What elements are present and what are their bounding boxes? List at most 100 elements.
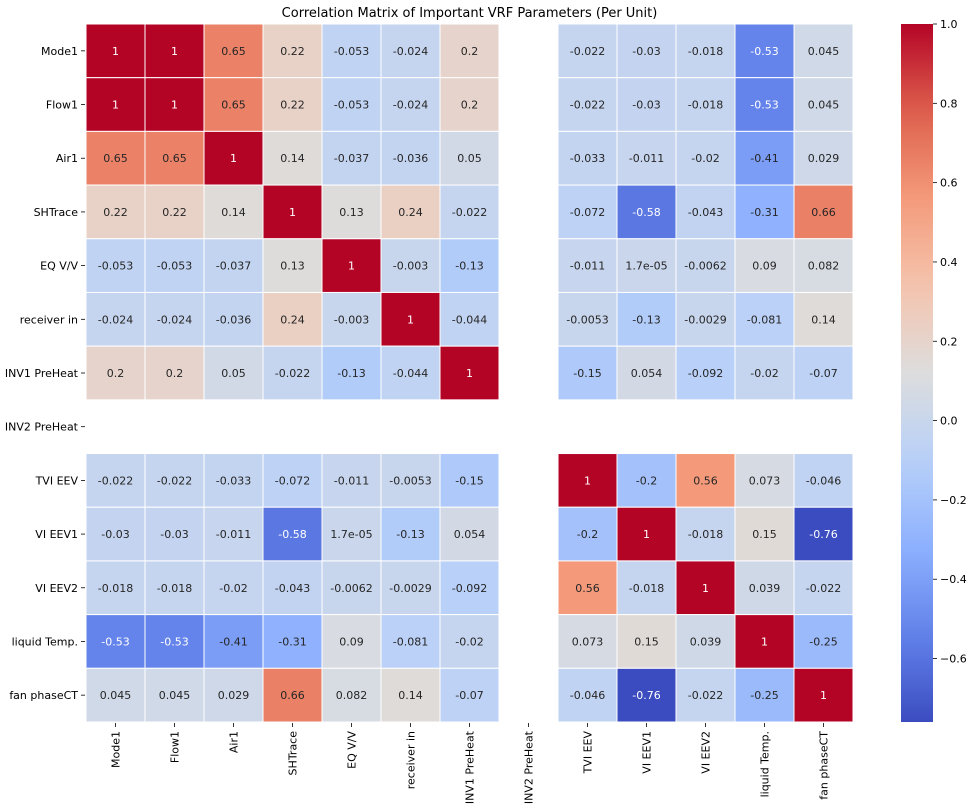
y-tick-label-0: Mode1 xyxy=(41,45,78,58)
heatmap-cell-label-4-4: 1 xyxy=(348,260,355,273)
heatmap-cell-label-5-12: 0.14 xyxy=(811,313,836,326)
heatmap-cell-label-0-4: -0.053 xyxy=(334,45,369,58)
heatmap-cell-label-11-0: -0.53 xyxy=(101,635,129,648)
heatmap-cell-label-12-12: 1 xyxy=(820,689,827,702)
heatmap-cell-label-6-8: -0.15 xyxy=(573,367,601,380)
heatmap-cell-3-5 xyxy=(380,184,441,240)
heatmap-cell-label-3-4: 0.13 xyxy=(339,206,364,219)
y-tick-label-7: INV2 PreHeat xyxy=(5,421,79,434)
heatmap-cell-1-9 xyxy=(616,77,677,132)
heatmap-cell-label-9-9: 1 xyxy=(643,528,650,541)
heatmap-cell-label-3-3: 1 xyxy=(289,206,296,219)
heatmap-cell-label-4-6: -0.13 xyxy=(455,260,483,273)
heatmap-cell-2-6 xyxy=(439,130,500,186)
heatmap-cell-5-0 xyxy=(85,291,146,347)
heatmap-cell-11-8 xyxy=(557,614,618,669)
heatmap-cell-label-10-2: -0.02 xyxy=(219,582,247,595)
y-tick-label-2: Air1 xyxy=(56,152,78,165)
heatmap-cell-label-5-5: 1 xyxy=(407,313,414,326)
heatmap-cell-11-5 xyxy=(380,614,441,669)
heatmap-cell-label-3-1: 0.22 xyxy=(162,206,187,219)
heatmap-cell-label-11-6: -0.02 xyxy=(455,635,483,648)
heatmap-cell-3-9 xyxy=(616,184,677,240)
heatmap-cell-10-4 xyxy=(321,560,382,616)
y-tick-label-1: Flow1 xyxy=(46,99,78,112)
heatmap-cell-6-4 xyxy=(321,345,382,401)
heatmap-cell-label-0-5: -0.024 xyxy=(393,45,428,58)
y-tick-label-12: fan phaseCT xyxy=(9,689,78,702)
heatmap-cell-8-12 xyxy=(793,453,854,508)
heatmap-cell-label-1-0: 1 xyxy=(112,99,119,112)
heatmap-cell-label-0-2: 0.65 xyxy=(221,45,246,58)
heatmap-cell-label-2-6: 0.05 xyxy=(457,152,482,165)
chart-title: Correlation Matrix of Important VRF Para… xyxy=(282,6,658,21)
heatmap-cell-label-1-10: -0.018 xyxy=(688,99,723,112)
heatmap-cell-label-0-10: -0.018 xyxy=(688,45,723,58)
heatmap-cell-label-11-1: -0.53 xyxy=(160,635,188,648)
x-tick-label-12: fan phaseCT xyxy=(818,731,831,800)
heatmap-cell-12-2 xyxy=(203,667,264,723)
heatmap-cell-label-1-4: -0.053 xyxy=(334,99,369,112)
x-tick-label-7: INV2 PreHeat xyxy=(523,730,536,804)
heatmap-cell-10-12 xyxy=(793,560,854,616)
y-tick-label-10: VI EEV2 xyxy=(35,582,78,595)
heatmap-cell-label-10-10: 1 xyxy=(702,582,709,595)
heatmap-cell-5-3 xyxy=(262,291,323,347)
heatmap-cell-1-6 xyxy=(439,77,500,132)
heatmap-cell-label-11-3: -0.31 xyxy=(278,635,306,648)
heatmap-cell-label-3-5: 0.24 xyxy=(398,206,423,219)
heatmap-cell-0-2 xyxy=(203,23,264,79)
heatmap-cell-label-2-11: -0.41 xyxy=(750,152,778,165)
heatmap-cell-label-10-11: 0.039 xyxy=(749,582,781,595)
heatmap-cell-label-0-11: -0.53 xyxy=(750,45,778,58)
heatmap-cell-5-9 xyxy=(616,291,677,347)
x-tick-label-8: TVI EEV xyxy=(582,731,595,775)
heatmap-cell-label-9-5: -0.13 xyxy=(396,528,424,541)
heatmap-cell-11-2 xyxy=(203,614,264,669)
heatmap-cell-label-8-8: 1 xyxy=(584,474,591,487)
heatmap-cell-8-2 xyxy=(203,453,264,508)
heatmap-cell-label-6-5: -0.044 xyxy=(393,367,428,380)
heatmap-cell-3-6 xyxy=(439,184,500,240)
heatmap-cell-label-3-2: 0.14 xyxy=(221,206,246,219)
heatmap-cell-label-1-3: 0.22 xyxy=(280,99,305,112)
heatmap-cell-4-1 xyxy=(144,238,205,293)
heatmap-cell-6-10 xyxy=(675,345,736,401)
heatmap-cell-label-5-0: -0.024 xyxy=(98,313,133,326)
heatmap-cell-12-12 xyxy=(793,667,854,723)
heatmap-cell-label-8-0: -0.022 xyxy=(98,474,133,487)
heatmap-cell-4-0 xyxy=(85,238,146,293)
colorbar-tick-label-2: 0.6 xyxy=(940,177,958,190)
y-tick-label-9: VI EEV1 xyxy=(35,528,78,541)
heatmap-cell-label-5-11: -0.081 xyxy=(747,313,782,326)
heatmap-cell-label-8-2: -0.033 xyxy=(216,474,251,487)
y-tick-label-11: liquid Temp. xyxy=(12,635,78,648)
heatmap-cell-label-2-3: 0.14 xyxy=(280,152,305,165)
heatmap-cell-label-2-1: 0.65 xyxy=(162,152,187,165)
heatmap-cell-label-11-5: -0.081 xyxy=(393,635,428,648)
x-tick-label-9: VI EEV1 xyxy=(641,731,654,774)
heatmap-cell-label-5-8: -0.0053 xyxy=(566,313,608,326)
x-tick-label-4: EQ V/V xyxy=(346,731,359,769)
heatmap-cell-label-3-8: -0.072 xyxy=(570,206,605,219)
heatmap-cell-2-3 xyxy=(262,130,323,186)
heatmap-cell-label-6-6: 1 xyxy=(466,367,473,380)
heatmap-cell-label-6-3: -0.022 xyxy=(275,367,310,380)
heatmap-cell-label-3-9: -0.58 xyxy=(632,206,660,219)
heatmap-cell-label-8-10: 0.56 xyxy=(693,474,718,487)
heatmap-cell-label-4-9: 1.7e-05 xyxy=(625,260,667,273)
heatmap-cell-label-2-4: -0.037 xyxy=(334,152,369,165)
heatmap-cell-10-1 xyxy=(144,560,205,616)
heatmap-cell-label-5-3: 0.24 xyxy=(280,313,305,326)
heatmap-cell-label-11-2: -0.41 xyxy=(219,635,247,648)
heatmap-cell-label-12-4: 0.082 xyxy=(336,689,368,702)
heatmap-cell-label-12-8: -0.046 xyxy=(570,689,605,702)
heatmap-cell-label-10-0: -0.018 xyxy=(98,582,133,595)
heatmap-cell-6-1 xyxy=(144,345,205,401)
heatmap-cell-0-1 xyxy=(144,23,205,79)
x-tick-label-10: VI EEV2 xyxy=(700,731,713,774)
heatmap-cell-6-6 xyxy=(439,345,500,401)
heatmap-cell-label-6-12: -0.07 xyxy=(809,367,837,380)
heatmap-cell-4-11 xyxy=(734,238,795,293)
heatmap-cell-label-5-1: -0.024 xyxy=(157,313,192,326)
